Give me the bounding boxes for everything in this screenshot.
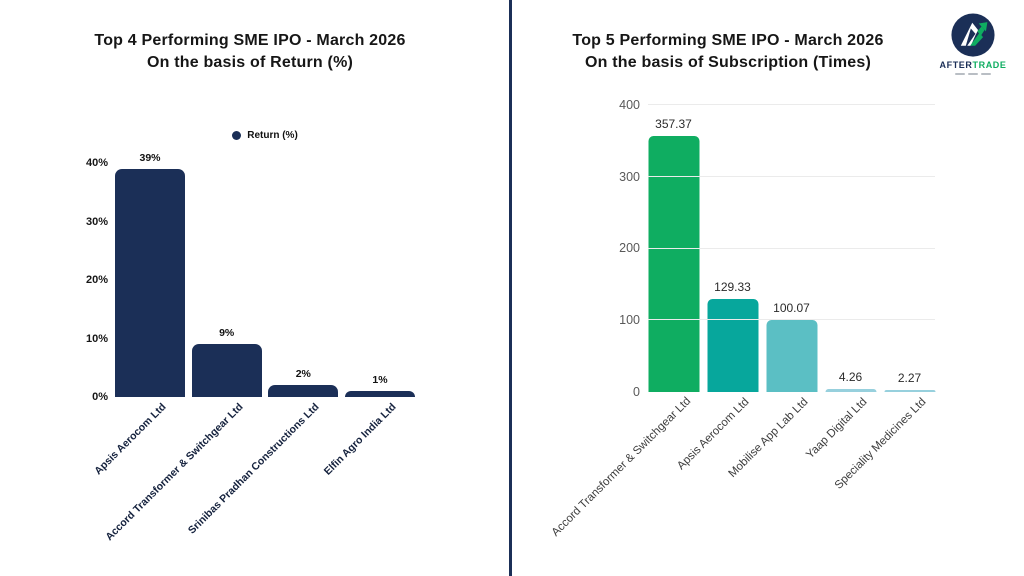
bar-column: 129.33 Apsis Aerocom Ltd	[675, 105, 758, 472]
left-chart-title-line1: Top 4 Performing SME IPO - March 2026	[94, 32, 406, 49]
y-tick-label: 40%	[85, 157, 108, 170]
bar-column: 4.26 Yaap Digital Ltd	[804, 105, 876, 461]
bar-column: 2.27 Speciality Medicines Ltd	[832, 105, 935, 492]
bar-value-label: 129.33	[714, 280, 751, 295]
bar-value-label: 9%	[219, 327, 235, 340]
gridline	[648, 319, 935, 321]
right-chart-title: Top 5 Performing SME IPO - March 2026 On…	[522, 30, 934, 74]
y-axis: 0% 10% 20% 30% 40%	[60, 157, 108, 403]
bar	[191, 344, 262, 397]
logo-wordmark-trade: TRADE	[972, 60, 1007, 70]
y-tick-label: 200	[619, 241, 640, 256]
bar-column: 9% Accord Transformer & Switchgear Ltd	[103, 163, 262, 543]
bar	[766, 320, 817, 392]
x-axis-label: Srinibas Pradhan Constructions Ltd	[186, 401, 322, 537]
y-tick-label: 100	[619, 313, 640, 328]
bar-value-label: 1%	[372, 374, 388, 387]
y-tick-label: 0%	[92, 391, 108, 404]
bar	[707, 299, 758, 392]
panel-divider	[509, 0, 512, 576]
logo-wordmark-after: AFTER	[939, 60, 973, 70]
y-tick-label: 0	[633, 384, 640, 399]
bar-column: 357.37 Accord Transformer & Switchgear Lt…	[549, 105, 699, 539]
plot-area: 357.37 Accord Transformer & Switchgear Lt…	[549, 104, 935, 539]
x-axis-label: Accord Transformer & Switchgear Ltd	[102, 401, 246, 544]
bar-value-label: 357.37	[655, 116, 692, 131]
y-tick-label: 30%	[85, 215, 108, 228]
y-tick-label: 20%	[85, 274, 108, 287]
legend-label: Return (%)	[247, 130, 298, 141]
plot-area: 39% Apsis Aerocom Ltd 9% Accord Transformer…	[92, 152, 415, 543]
subscription-bar-chart: 0 100 200 300 400 357.37 Accord Transformer &…	[549, 72, 980, 572]
bar-value-label: 2.27	[897, 371, 922, 386]
bar-column: 2% Srinibas Pradhan Constructions Ltd	[186, 163, 339, 537]
bars-container: 39% Apsis Aerocom Ltd 9% Accord Transformer…	[92, 152, 415, 543]
bar-column: 1% Elfin Agro India Ltd	[322, 163, 415, 478]
left-chart-title-line2: On the basis of Return (%)	[146, 54, 354, 71]
chart-legend: Return (%)	[115, 130, 415, 141]
y-tick-label: 400	[619, 97, 640, 112]
legend-dot-icon	[232, 131, 242, 140]
logo-tagline	[955, 73, 991, 75]
bar-value-label: 100.07	[773, 301, 810, 316]
bar-column: 39% Apsis Aerocom Ltd	[92, 152, 185, 477]
bar	[115, 168, 185, 397]
bar	[648, 135, 699, 392]
left-chart-title: Top 4 Performing SME IPO - March 2026 On…	[0, 30, 500, 74]
bar-column: 100.07 Mobilise App Lab Ltd	[726, 105, 817, 480]
y-tick-label: 300	[619, 169, 640, 184]
bars-container: 357.37 Accord Transformer & Switchgear Lt…	[549, 105, 935, 539]
right-chart-title-line1: Top 5 Performing SME IPO - March 2026	[572, 32, 884, 49]
logo-wordmark: AFTERTRADE	[940, 60, 1007, 70]
y-tick-label: 10%	[85, 332, 108, 345]
aftertrade-logo: AFTERTRADE	[934, 12, 1012, 75]
x-axis-label: Elfin Agro India Ltd	[321, 401, 399, 478]
gridline	[648, 175, 935, 177]
gridline	[648, 104, 935, 105]
bar	[344, 391, 415, 397]
right-chart-title-line2: On the basis of Subscription (Times)	[584, 54, 872, 71]
bar	[268, 385, 339, 397]
bar	[825, 388, 876, 392]
gridline	[648, 247, 935, 249]
y-axis: 0 100 200 300 400	[600, 98, 640, 399]
bar	[884, 390, 935, 392]
bar-value-label: 2%	[295, 368, 311, 381]
aftertrade-logo-icon	[951, 13, 995, 57]
return-bar-chart: Return (%) 0% 10% 20% 30% 40% 39% Apsis Aeroc…	[60, 128, 440, 573]
x-axis-label: Apsis Aerocom Ltd	[92, 401, 169, 478]
bar-value-label: 4.26	[838, 369, 863, 384]
bar-value-label: 39%	[139, 151, 161, 164]
